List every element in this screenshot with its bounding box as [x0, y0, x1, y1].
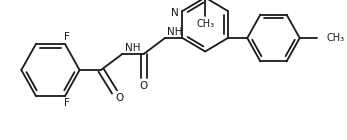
Text: NH: NH	[125, 43, 141, 53]
Text: CH₃: CH₃	[196, 18, 214, 29]
Text: CH₃: CH₃	[327, 33, 345, 43]
Text: F: F	[64, 98, 70, 108]
Text: N: N	[171, 8, 179, 18]
Text: O: O	[139, 81, 148, 91]
Text: O: O	[115, 93, 124, 103]
Text: NH: NH	[167, 27, 183, 37]
Text: F: F	[64, 32, 70, 42]
